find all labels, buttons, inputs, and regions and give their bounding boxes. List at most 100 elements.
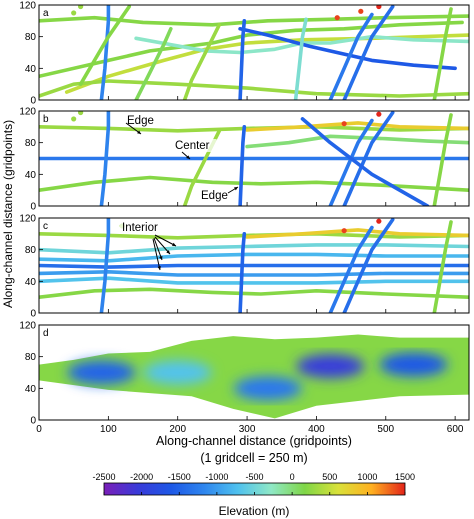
track-line	[238, 27, 457, 71]
surface-lows	[67, 352, 448, 401]
x-tick-label: 200	[169, 424, 186, 435]
track-line	[328, 225, 374, 313]
x-tick-label: 300	[239, 424, 256, 435]
panel-d: d 0 40 80 120 0 100 200 300 400 500 600	[19, 321, 470, 435]
y-tick-label: 120	[19, 107, 36, 118]
annotation-arrowhead	[159, 256, 163, 260]
track-line	[39, 252, 469, 263]
x-tick-label: 0	[36, 424, 42, 435]
colorbar-tick-label: 1000	[357, 472, 377, 482]
track-line	[245, 228, 469, 239]
y-tick-label: 40	[25, 384, 37, 395]
track-line	[238, 232, 247, 313]
plot-area	[39, 218, 469, 313]
y-tick-label: 0	[30, 96, 36, 107]
panels-group: a04080120b04080120EdgeCenterEdgec0408012…	[19, 1, 470, 435]
plot-area	[39, 111, 469, 206]
track-line	[245, 121, 469, 132]
y-tick-label: 120	[19, 1, 36, 12]
y-tick-label: 40	[25, 277, 37, 288]
y-tick-label: 0	[30, 416, 36, 427]
annotation-arrowhead	[157, 266, 161, 270]
panel-label: d	[43, 328, 49, 339]
x-tick-label: 500	[377, 424, 394, 435]
track-line	[39, 276, 469, 285]
annotation-background	[199, 189, 230, 202]
track-line	[300, 117, 430, 206]
track-line	[432, 7, 453, 100]
y-tick-label: 120	[19, 321, 36, 332]
surface-low	[296, 354, 365, 379]
track-line	[182, 23, 222, 100]
y-tick-label: 80	[25, 245, 37, 256]
track-line	[134, 27, 173, 100]
track-line	[99, 5, 111, 100]
colorbar-tick-label: -1500	[168, 472, 191, 482]
x-axis-label: Along-channel distance (gridpoints)	[156, 434, 352, 448]
colorbar-tick-label: -2000	[130, 472, 153, 482]
data-point	[341, 228, 347, 234]
colorbar: -2500 -2000 -1500 -1000 -500 0 500 1000 1500 Ele…	[92, 472, 415, 518]
annotation-background	[173, 139, 217, 152]
panel-b: b 0 40 80 120 Edge Center Edge	[19, 107, 470, 213]
track-line	[342, 218, 395, 313]
panel-frame	[38, 217, 470, 314]
track-line	[293, 17, 308, 100]
annotation-background	[125, 114, 156, 127]
y-axis-label: Along-channel distance (gridpoints)	[1, 120, 15, 308]
panel-frame	[38, 110, 470, 207]
x-tick-label: 100	[100, 424, 117, 435]
x-axis-label-note: (1 gridcell = 250 m)	[200, 451, 307, 465]
panel-c: c 0 40 80 120 Interior	[19, 214, 470, 320]
colorbar-label: Elevation (m)	[219, 504, 290, 518]
plot-area	[39, 334, 469, 419]
annotation-arrowhead	[186, 155, 190, 159]
panel-a: a 0 40 80 120	[19, 1, 470, 107]
colorbar-tick-label: 0	[290, 472, 295, 482]
surface-low	[379, 352, 448, 377]
track-line	[245, 134, 469, 149]
track-line	[39, 14, 469, 27]
y-tick-label: 40	[25, 64, 37, 75]
data-point	[71, 10, 77, 16]
data-point	[376, 218, 382, 224]
colorbar-tick-label: -2500	[92, 472, 115, 482]
track-line	[342, 5, 395, 100]
annotation-label: Center	[175, 140, 210, 152]
elevation-surface	[39, 334, 469, 419]
track-line	[432, 220, 453, 313]
track-line	[328, 12, 374, 100]
annotation-arrowhead	[166, 250, 170, 254]
x-tick-label: 600	[447, 424, 464, 435]
track-line	[432, 113, 453, 206]
colorbar-ticks: -2500 -2000 -1500 -1000 -500 0 500 1000 1500	[92, 472, 415, 495]
y-tick-label: 80	[25, 138, 37, 149]
y-tick-label: 0	[30, 309, 36, 320]
annotation-label: Edge	[201, 190, 228, 202]
annotation-arrow	[152, 238, 161, 271]
panel-label: b	[43, 114, 49, 125]
data-point	[376, 5, 382, 10]
data-point	[376, 111, 382, 117]
data-point	[71, 116, 77, 122]
panel-frame	[38, 324, 470, 421]
data-point	[78, 111, 84, 116]
colorbar-tick-label: -1000	[205, 472, 228, 482]
track-line	[342, 111, 395, 206]
y-tick-label: 0	[30, 202, 36, 213]
surface-low	[143, 360, 212, 385]
x-tick-label: 400	[308, 424, 325, 435]
annotation-arrow	[153, 237, 163, 261]
colorbar-tick-label: 1500	[395, 472, 415, 482]
annotation-background	[120, 221, 177, 234]
data-point	[78, 5, 84, 10]
annotation-arrowhead	[137, 130, 141, 134]
data-point	[358, 8, 364, 14]
colorbar-tick-label: -500	[245, 472, 263, 482]
annotation-arrowhead	[234, 187, 238, 191]
y-tick-label: 40	[25, 170, 37, 181]
annotation-label: Edge	[127, 115, 154, 127]
track-line	[99, 111, 111, 206]
track-line	[238, 19, 247, 100]
